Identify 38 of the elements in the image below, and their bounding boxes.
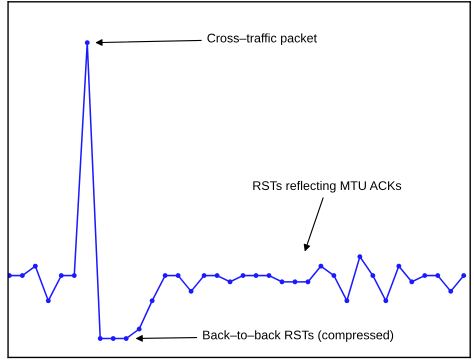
point xyxy=(20,273,25,278)
point xyxy=(150,298,155,304)
point xyxy=(396,264,402,269)
point xyxy=(240,273,246,278)
point xyxy=(214,273,220,278)
point xyxy=(202,273,207,278)
point xyxy=(46,298,51,304)
point xyxy=(306,279,310,284)
point xyxy=(228,279,232,284)
annotation: Cross–traffic packet xyxy=(207,33,317,45)
point xyxy=(292,279,298,284)
point xyxy=(409,279,414,284)
point xyxy=(461,273,466,278)
point xyxy=(357,254,362,260)
point xyxy=(72,273,77,278)
point xyxy=(383,298,388,304)
point xyxy=(188,288,194,294)
point xyxy=(344,298,350,304)
point xyxy=(176,273,181,278)
point xyxy=(318,264,324,269)
point xyxy=(110,336,116,341)
point xyxy=(280,279,284,284)
point xyxy=(370,273,376,278)
point xyxy=(58,273,64,278)
point xyxy=(435,273,440,278)
point xyxy=(266,273,272,278)
point xyxy=(124,336,129,341)
point xyxy=(84,40,90,46)
point xyxy=(422,273,428,278)
point xyxy=(254,273,258,278)
annotation: Back–to–back RSTs (compressed) xyxy=(203,330,394,342)
point xyxy=(98,336,103,341)
point xyxy=(32,264,38,269)
annotation: RSTs reflecting MTU ACKs xyxy=(253,180,402,193)
point xyxy=(448,288,454,294)
point xyxy=(162,273,168,278)
point xyxy=(331,273,336,278)
point xyxy=(136,326,142,332)
